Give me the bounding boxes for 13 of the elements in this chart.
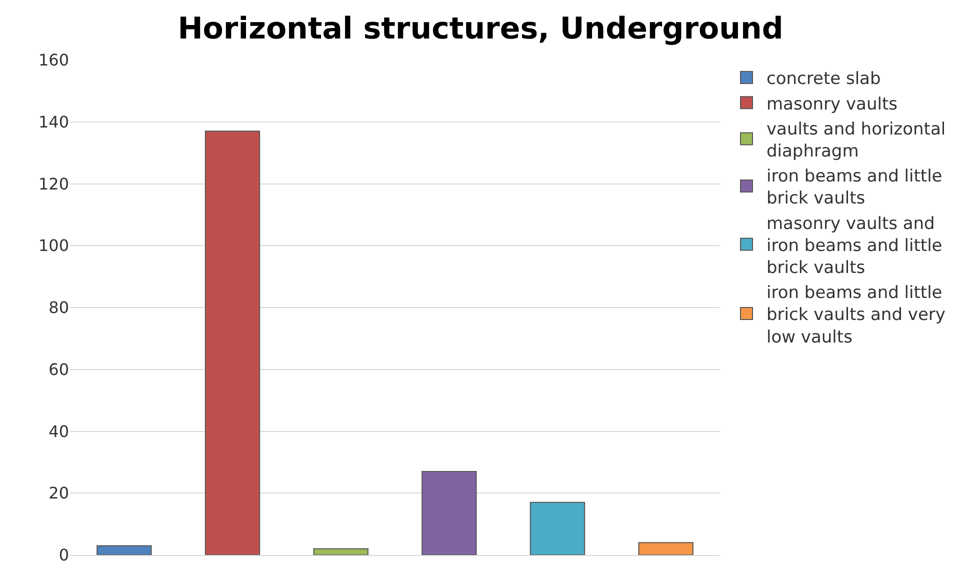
legend-label: concrete slab bbox=[766, 69, 881, 90]
y-tick-label: 140 bbox=[38, 112, 69, 132]
legend-label: iron beams and little brick vaults and very low vaults bbox=[766, 283, 946, 348]
y-tick-label: 120 bbox=[38, 174, 69, 194]
y-tick-label: 60 bbox=[48, 360, 69, 379]
legend-label: masonry vaults bbox=[766, 94, 898, 114]
y-tick-label: 40 bbox=[48, 422, 69, 441]
y-tick-label: 160 bbox=[38, 50, 69, 70]
y-tick-label: 20 bbox=[48, 484, 69, 503]
y-tick-label: 100 bbox=[38, 236, 69, 256]
chart-title: Horizontal structures, Underground bbox=[178, 12, 784, 47]
y-tick-label: 0 bbox=[58, 546, 69, 565]
y-tick-label: 80 bbox=[48, 298, 69, 318]
